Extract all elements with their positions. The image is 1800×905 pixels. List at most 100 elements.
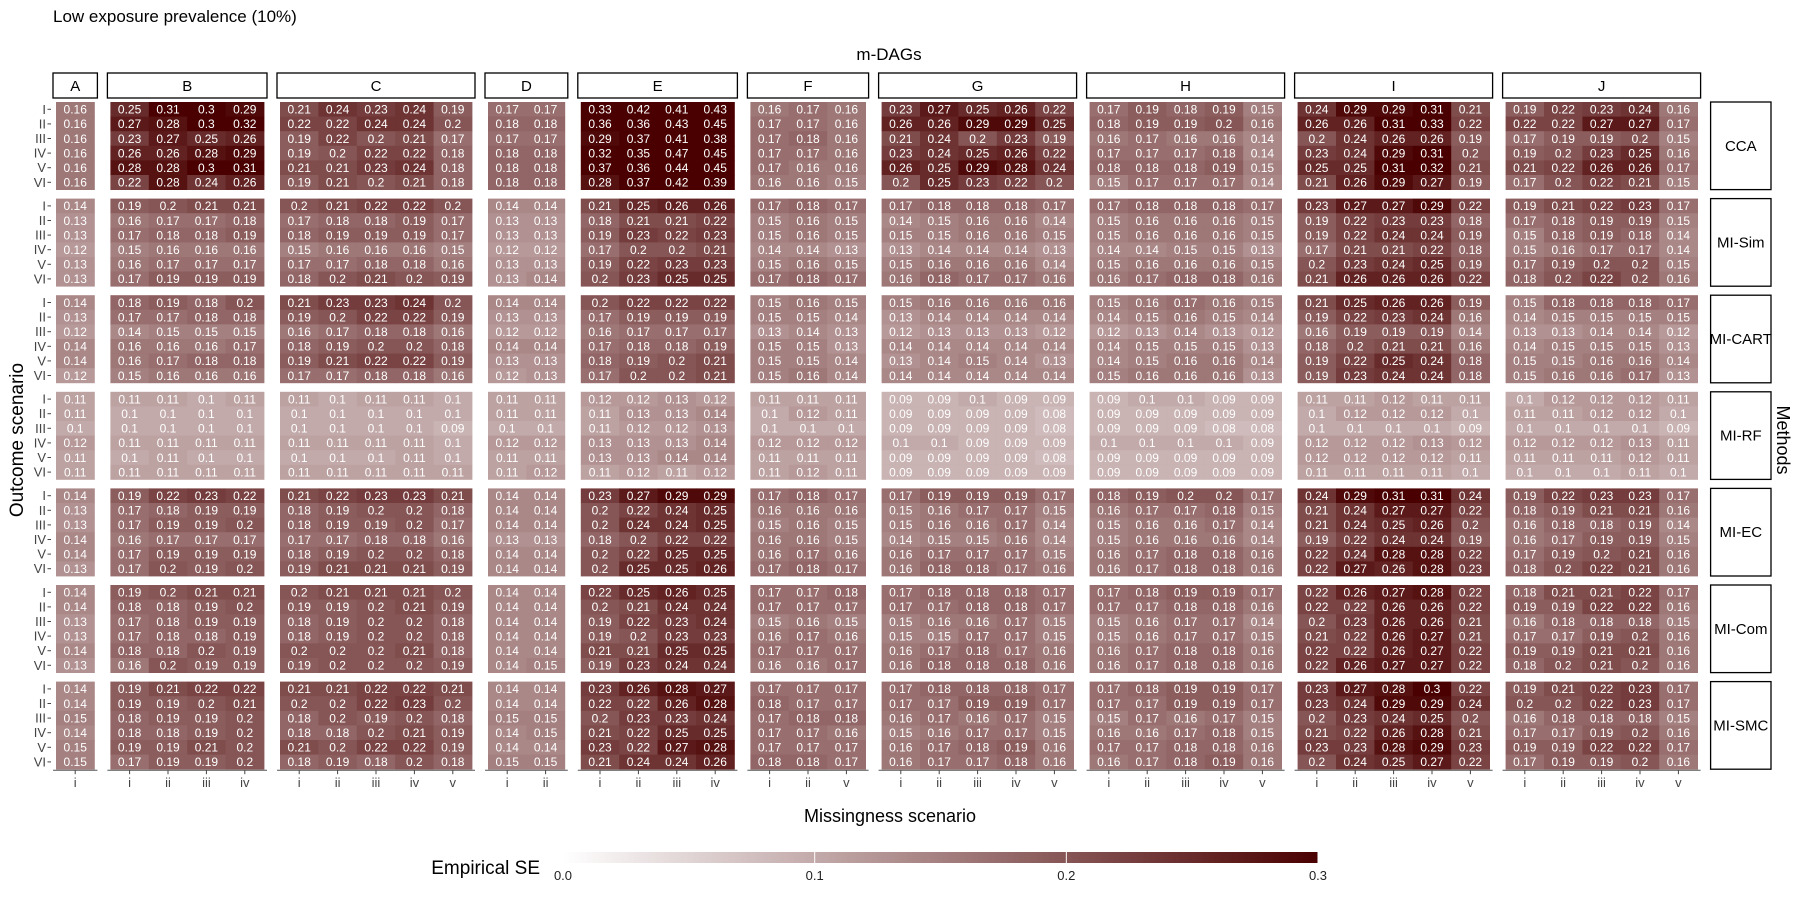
cell-value-label: 0.11 <box>157 436 180 450</box>
cell-value-label: 0.14 <box>534 296 558 310</box>
cell-value-label: 0.17 <box>928 755 952 769</box>
heatmap-cell <box>56 102 95 117</box>
cell-value-label: 0.16 <box>1212 258 1236 272</box>
cell-value-label: 0.19 <box>288 132 312 146</box>
cell-value-label: 0.13 <box>665 436 689 450</box>
cell-value-label: 0.17 <box>1136 547 1160 561</box>
cell-value-label: 0.15 <box>1212 310 1236 324</box>
cell-value-label: 0.12 <box>1382 407 1406 421</box>
heatmap-cell <box>356 368 396 384</box>
heatmap-cell <box>110 257 150 272</box>
heatmap-cell <box>881 324 921 340</box>
heatmap-cell <box>187 368 226 384</box>
cell-value-label: 0.23 <box>966 176 990 190</box>
cell-value-label: 0.14 <box>928 369 952 383</box>
cell-value-label: 0.21 <box>1305 272 1329 286</box>
cell-value-label: 0.1 <box>406 422 423 436</box>
cell-value-label: 0.19 <box>118 682 142 696</box>
cell-value-label: 0.16 <box>1251 755 1275 769</box>
cell-value-label: 0.16 <box>1667 146 1691 160</box>
cell-value-label: 0.18 <box>118 644 142 658</box>
cell-value-label: 0.09 <box>1251 451 1275 465</box>
cell-value-label: 0.12 <box>704 465 728 479</box>
heatmap-cell <box>1035 257 1074 272</box>
y-tick-label: I <box>42 585 46 600</box>
heatmap-cell <box>395 145 434 161</box>
cell-value-label: 0.16 <box>118 533 142 547</box>
cell-value-label: 0.1 <box>499 422 516 436</box>
cell-value-label: 0.18 <box>441 711 465 725</box>
cell-value-label: 0.19 <box>1513 489 1537 503</box>
cell-value-label: 0.1 <box>1308 422 1325 436</box>
cell-value-label: 0.13 <box>627 436 651 450</box>
heatmap-cell <box>225 145 265 161</box>
cell-value-label: 0.21 <box>326 354 350 368</box>
cell-value-label: 0.2 <box>329 310 346 324</box>
cell-value-label: 0.19 <box>704 310 728 324</box>
cell-value-label: 0.19 <box>195 518 219 532</box>
cell-value-label: 0.21 <box>288 161 312 175</box>
chart-title: Low exposure prevalence (10%) <box>53 7 297 26</box>
cell-value-label: 0.26 <box>704 199 728 213</box>
cell-value-label: 0.15 <box>1097 518 1121 532</box>
cell-value-label: 0.25 <box>704 272 728 286</box>
cell-value-label: 0.14 <box>835 354 859 368</box>
heatmap-cell <box>526 116 566 132</box>
heatmap-cell <box>1204 271 1244 287</box>
cell-value-label: 0.18 <box>928 682 952 696</box>
cell-value-label: 0.17 <box>796 629 820 643</box>
cell-value-label: 0.15 <box>1667 176 1691 190</box>
cell-value-label: 0.12 <box>1382 436 1406 450</box>
heatmap-cell <box>318 324 358 340</box>
heatmap-cell <box>526 368 566 384</box>
cell-value-label: 0.18 <box>534 161 558 175</box>
cell-value-label: 0.16 <box>195 243 219 257</box>
cell-value-label: 0.11 <box>403 436 426 450</box>
cell-value-label: 0.12 <box>889 325 913 339</box>
cell-value-label: 0.19 <box>288 176 312 190</box>
cell-value-label: 0.15 <box>1097 258 1121 272</box>
cell-value-label: 0.16 <box>928 258 952 272</box>
cell-value-label: 0.19 <box>1420 325 1444 339</box>
cell-value-label: 0.18 <box>1004 586 1028 600</box>
cell-value-label: 0.17 <box>1513 726 1537 740</box>
heatmap-cell <box>1374 102 1414 117</box>
heatmap-cell <box>1659 116 1698 132</box>
cell-value-label: 0.13 <box>534 310 558 324</box>
cell-value-label: 0.2 <box>198 697 215 711</box>
cell-value-label: 0.23 <box>588 741 612 755</box>
heatmap-cell <box>1035 271 1074 287</box>
cell-value-label: 0.36 <box>588 117 612 131</box>
cell-value-label: 0.16 <box>889 755 913 769</box>
heatmap-cell <box>1582 242 1622 258</box>
heatmap-cell <box>356 257 396 272</box>
cell-value-label: 0.26 <box>1344 659 1368 673</box>
heatmap-cell <box>488 242 527 258</box>
cell-value-label: 0.15 <box>1043 547 1067 561</box>
cell-value-label: 0.22 <box>1590 741 1614 755</box>
cell-value-label: 0.14 <box>889 533 913 547</box>
heatmap-cell <box>920 324 959 340</box>
cell-value-label: 0.22 <box>326 132 350 146</box>
heatmap-cell <box>696 271 735 287</box>
heatmap-cell <box>1128 242 1167 258</box>
cell-value-label: 0.18 <box>1552 228 1576 242</box>
cell-value-label: 0.18 <box>588 214 612 228</box>
cell-value-label: 0.13 <box>1251 243 1275 257</box>
cell-value-label: 0.17 <box>1004 629 1028 643</box>
heatmap-cell <box>1089 116 1129 132</box>
cell-value-label: 0.1 <box>368 451 385 465</box>
heatmap-cell <box>696 160 735 176</box>
cell-value-label: 0.15 <box>889 258 913 272</box>
cell-value-label: 0.13 <box>496 214 520 228</box>
cell-value-label: 0.25 <box>1382 518 1406 532</box>
heatmap-cell <box>56 271 95 287</box>
cell-value-label: 0.16 <box>1174 214 1198 228</box>
cell-value-label: 0.43 <box>704 103 728 117</box>
cell-value-label: 0.14 <box>496 586 520 600</box>
heatmap-cell <box>187 324 226 340</box>
cell-value-label: 0.24 <box>1382 258 1406 272</box>
cell-value-label: 0.14 <box>534 340 558 354</box>
cell-value-label: 0.15 <box>496 711 520 725</box>
heatmap-cell <box>433 145 473 161</box>
